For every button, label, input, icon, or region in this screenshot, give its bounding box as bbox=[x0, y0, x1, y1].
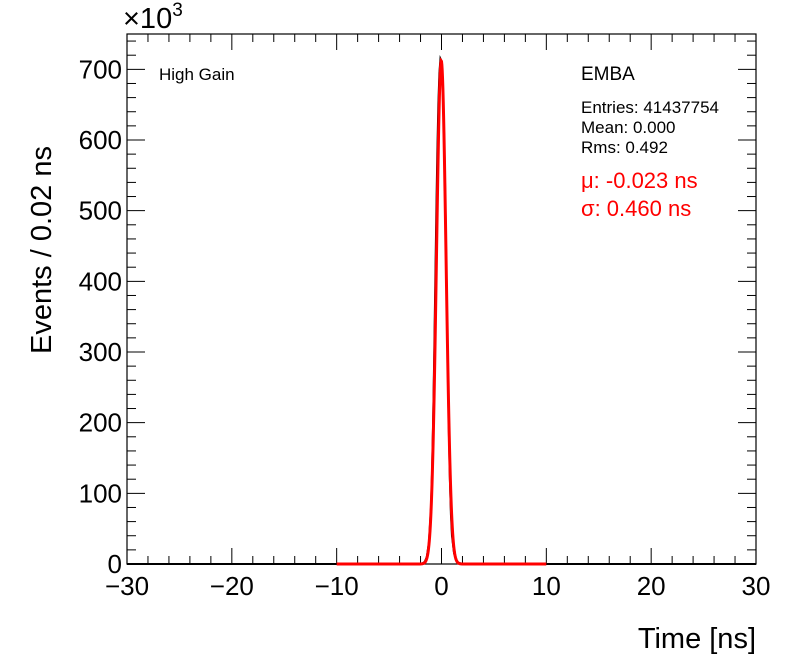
y-tick-labels: 0 100 200 300 400 500 600 700 bbox=[79, 54, 122, 579]
mean-stat: Mean: 0.000 bbox=[581, 118, 676, 137]
y-multiplier-base: ×10 bbox=[123, 3, 172, 35]
y-tick-label: 700 bbox=[79, 54, 122, 84]
entries-stat: Entries: 41437754 bbox=[581, 98, 719, 117]
fit-mu-label: μ: -0.023 ns bbox=[581, 168, 698, 193]
x-tick-label: −30 bbox=[105, 571, 149, 601]
y-tick-label: 600 bbox=[79, 125, 122, 155]
partition-label: EMBA bbox=[581, 64, 635, 85]
y-multiplier-exponent: 3 bbox=[172, 0, 183, 21]
gain-label: High Gain bbox=[159, 65, 235, 84]
axis-ticks bbox=[126, 34, 757, 565]
x-tick-labels: −30 −20 −10 0 10 20 30 bbox=[105, 571, 771, 601]
x-tick-label: 0 bbox=[434, 571, 448, 601]
y-tick-label: 100 bbox=[79, 478, 122, 508]
y-tick-label: 400 bbox=[79, 266, 122, 296]
x-tick-label: −10 bbox=[315, 571, 359, 601]
x-tick-label: 10 bbox=[532, 571, 561, 601]
rms-stat: Rms: 0.492 bbox=[581, 138, 668, 157]
x-axis-title: Time [ns] bbox=[638, 623, 756, 655]
y-axis-title: Events / 0.02 ns bbox=[26, 146, 58, 354]
y-tick-label: 0 bbox=[108, 549, 122, 579]
x-tick-label: −20 bbox=[210, 571, 254, 601]
x-tick-label: 30 bbox=[742, 571, 771, 601]
y-tick-label: 300 bbox=[79, 337, 122, 367]
y-tick-label: 200 bbox=[79, 408, 122, 438]
y-tick-label: 500 bbox=[79, 196, 122, 226]
x-tick-label: 20 bbox=[637, 571, 666, 601]
fit-sigma-label: σ: 0.460 ns bbox=[581, 196, 691, 221]
y-multiplier: ×103 bbox=[123, 0, 183, 35]
gaussian-fit-curve bbox=[336, 57, 547, 566]
